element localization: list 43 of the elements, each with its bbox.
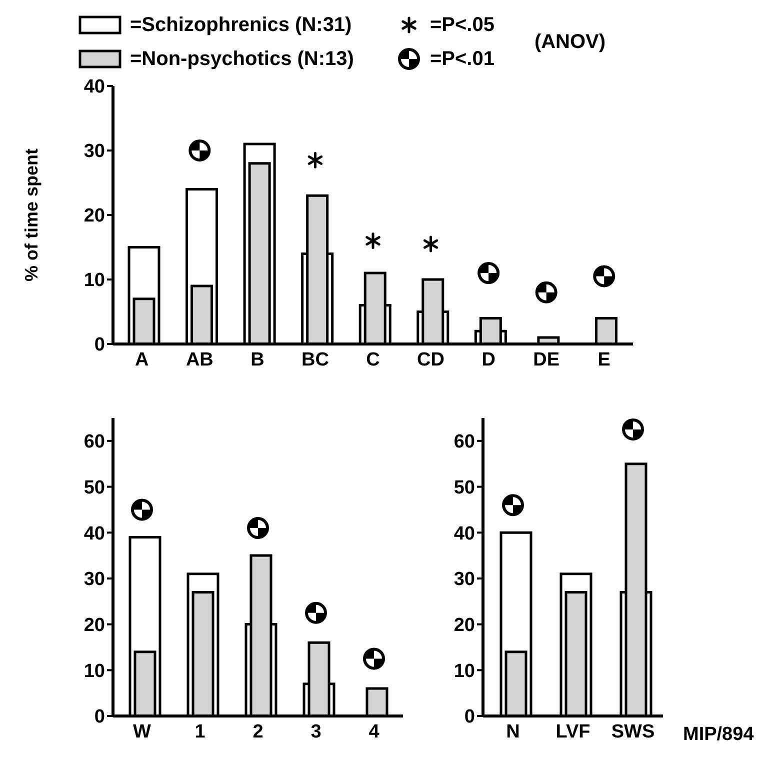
y-tick-label: 0 (464, 706, 475, 728)
legend-label: =P<.05 (430, 14, 494, 36)
x-tick-label: E (598, 349, 610, 370)
y-tick-label: 30 (454, 569, 475, 590)
x-tick-label: A (135, 349, 150, 370)
x-tick-label: 3 (310, 721, 322, 742)
text: MIP/894 (683, 724, 754, 746)
x-tick-label: C (366, 349, 380, 370)
y-tick-label: 0 (94, 706, 105, 728)
y-tick-label: 50 (454, 478, 475, 499)
y-axis-title: % of time spent (21, 148, 42, 282)
legend-label: =Schizophrenics (N:31) (130, 14, 352, 36)
x-tick-label: CD (417, 349, 445, 370)
y-tick-label: 10 (84, 270, 105, 292)
y-tick-label: 10 (454, 660, 475, 682)
x-tick-label: SWS (611, 721, 655, 742)
y-tick-label: 60 (84, 432, 105, 453)
x-tick-label: 4 (368, 721, 380, 742)
x-tick-label: D (482, 349, 496, 370)
y-tick-label: 10 (84, 660, 105, 682)
y-tick-label: 20 (454, 615, 475, 636)
x-tick-label: 2 (252, 721, 264, 742)
y-tick-label: 50 (84, 478, 105, 499)
y-tick-label: 30 (84, 141, 105, 162)
x-tick-label: 1 (194, 721, 206, 742)
x-tick-label: DE (533, 349, 560, 370)
x-tick-label: AB (186, 349, 214, 370)
y-tick-label: 60 (454, 432, 475, 453)
x-tick-label: N (506, 721, 520, 742)
text: (ANOV) (534, 30, 606, 54)
x-tick-label: B (250, 349, 264, 370)
legend-label: =Non-psychotics (N:13) (130, 48, 354, 70)
y-tick-label: 30 (84, 569, 105, 590)
x-tick-label: W (133, 721, 152, 742)
legend-label: =P<.01 (430, 48, 494, 70)
x-tick-label: LVF (556, 721, 590, 742)
y-tick-label: 40 (84, 523, 105, 544)
y-tick-label: 40 (84, 76, 105, 98)
y-tick-label: 0 (94, 334, 105, 356)
x-tick-label: BC (301, 349, 330, 370)
y-tick-label: 40 (454, 523, 475, 544)
y-tick-label: 20 (84, 206, 105, 227)
y-tick-label: 20 (84, 615, 105, 636)
